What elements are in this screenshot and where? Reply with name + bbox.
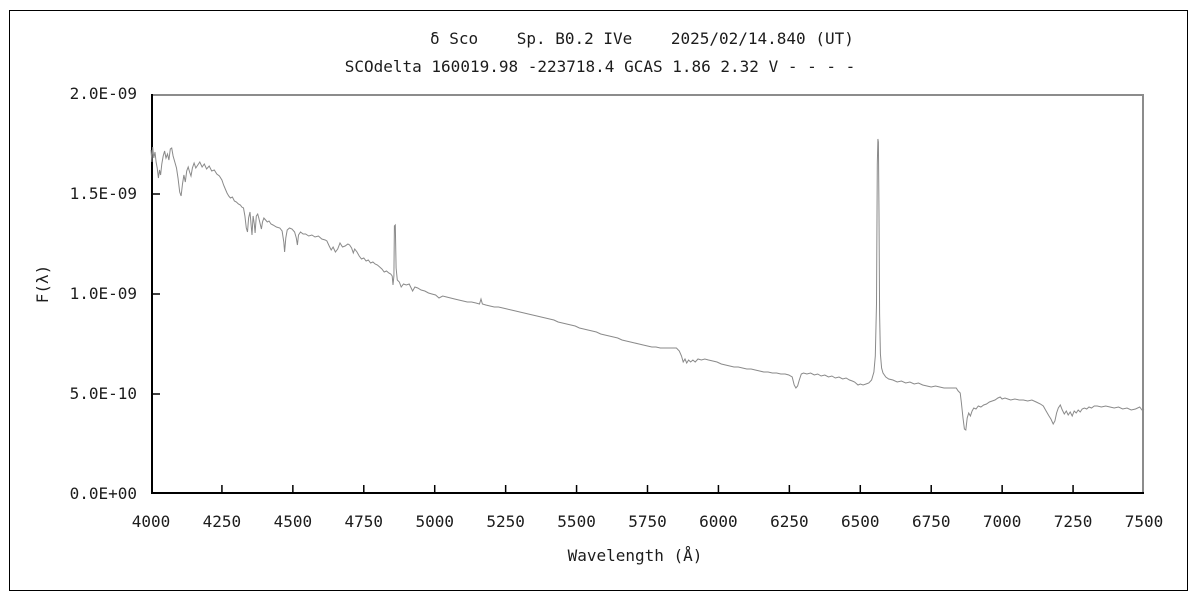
x-tick-label: 5500 bbox=[557, 512, 596, 531]
x-tick-label: 6750 bbox=[912, 512, 951, 531]
x-tick-label: 5750 bbox=[628, 512, 667, 531]
x-tick-label: 6500 bbox=[841, 512, 880, 531]
x-tick-label: 4000 bbox=[132, 512, 171, 531]
x-tick-label: 6000 bbox=[699, 512, 738, 531]
chart-subtitle: SCOdelta 160019.98 -223718.4 GCAS 1.86 2… bbox=[344, 57, 856, 76]
y-tick-label: 1.5E-09 bbox=[70, 184, 137, 203]
x-tick-label: 7250 bbox=[1054, 512, 1093, 531]
x-tick-label: 5250 bbox=[486, 512, 525, 531]
spectrum-line bbox=[150, 138, 1145, 431]
x-tick-label: 5000 bbox=[415, 512, 454, 531]
y-tick-label: 1.0E-09 bbox=[70, 284, 137, 303]
x-tick-label: 7500 bbox=[1125, 512, 1164, 531]
x-axis-title: Wavelength (Å) bbox=[567, 546, 703, 565]
x-tick-label: 4500 bbox=[274, 512, 313, 531]
y-tick-label: 0.0E+00 bbox=[70, 484, 137, 503]
x-tick-label: 4250 bbox=[203, 512, 242, 531]
x-tick-label: 4750 bbox=[345, 512, 384, 531]
y-tick-label: 2.0E-09 bbox=[70, 84, 137, 103]
x-tick-label: 6250 bbox=[770, 512, 809, 531]
outer-border bbox=[9, 10, 1188, 591]
x-tick-label: 7000 bbox=[983, 512, 1022, 531]
y-tick-label: 5.0E-10 bbox=[70, 384, 137, 403]
